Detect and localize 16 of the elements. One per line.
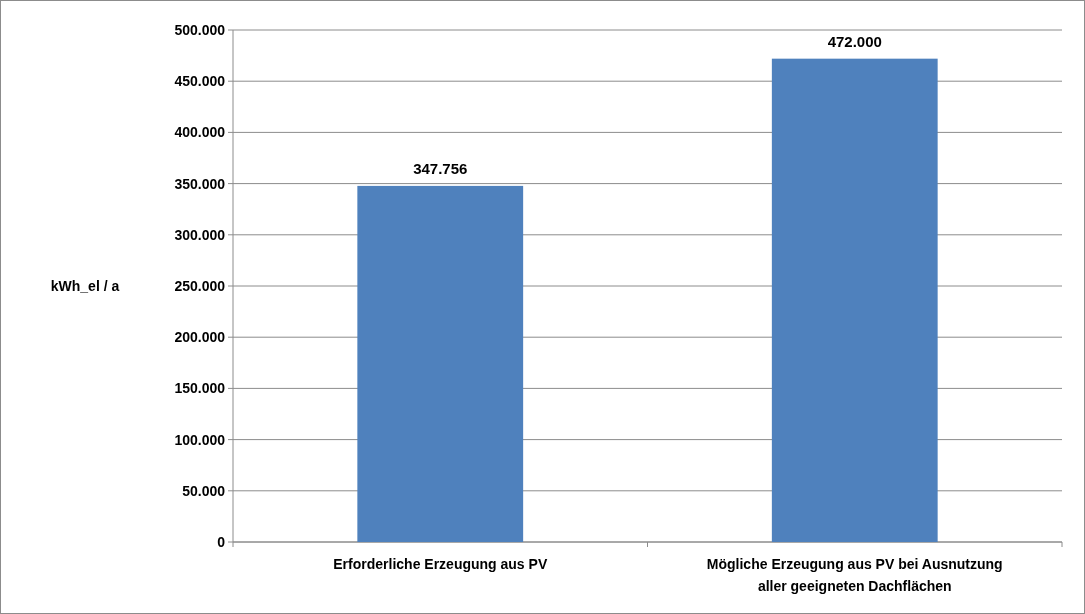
y-tick-label: 450.000 (174, 73, 226, 90)
y-tick-label: 350.000 (174, 175, 226, 192)
y-tick-label: 400.000 (174, 124, 226, 141)
y-tick-label: 150.000 (174, 380, 226, 397)
data-label: 472.000 (827, 32, 882, 50)
data-label: 347.756 (413, 159, 468, 177)
y-tick-label: 100.000 (174, 431, 226, 448)
y-axis-title: kWh_el / a (50, 277, 120, 294)
y-tick-label: 200.000 (174, 329, 226, 346)
y-tick-label: 50.000 (182, 482, 226, 499)
y-tick-label: 500.000 (174, 21, 226, 38)
x-tick-label: Mögliche Erzeugung aus PV bei Ausnutzung aller geeigneten Dachflächen (706, 556, 1003, 594)
y-tick-label: 0 (217, 533, 226, 550)
y-tick-label: 250.000 (174, 277, 226, 294)
y-tick-label: 300.000 (174, 226, 226, 243)
x-tick-label: Erforderliche Erzeugung aus PV (333, 556, 548, 572)
